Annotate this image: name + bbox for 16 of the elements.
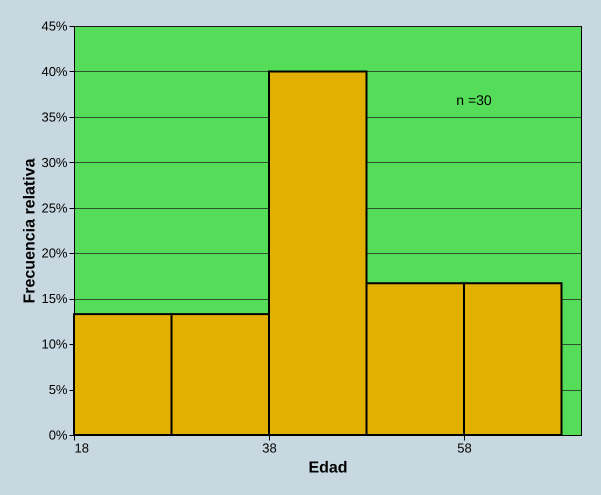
y-tick-label: 10% [41,336,68,352]
y-tick-label: 0% [48,428,68,442]
y-tick-label: 15% [41,291,68,306]
x-tick-label: 58 [457,440,472,456]
x-axis-title: Edad [308,460,348,476]
x-tick-label: 18 [74,440,89,456]
x-tick-label: 38 [262,440,277,456]
y-axis-title: Frecuencia relativa [21,158,38,304]
annotation: n =30 [456,92,492,108]
y-tick-label: 30% [41,154,68,170]
y-tick-label: 40% [41,64,68,79]
y-tick-label: 25% [41,200,68,216]
y-tick-label: 35% [41,109,68,124]
y-tick-label: 5% [48,382,68,398]
y-tick-label: 45% [41,18,68,34]
y-tick-label: 20% [41,246,68,261]
